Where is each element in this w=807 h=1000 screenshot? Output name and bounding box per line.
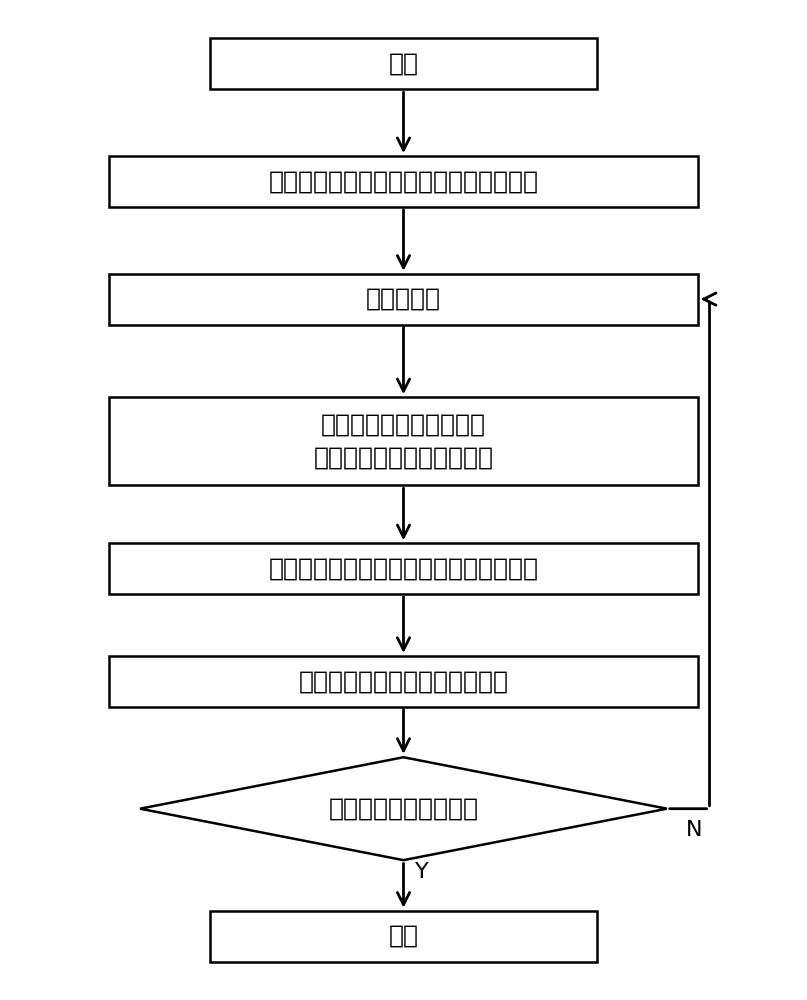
Text: Y: Y <box>415 862 429 882</box>
Text: 根据群智感知项目生成群智感知任务集合: 根据群智感知项目生成群智感知任务集合 <box>269 169 538 194</box>
Text: 群智感知任务集合为空: 群智感知任务集合为空 <box>328 797 479 821</box>
Text: 更新群智感知任务集合中的信息: 更新群智感知任务集合中的信息 <box>299 669 508 693</box>
Text: 接收参与者上传的群智感知任务执行结果: 接收参与者上传的群智感知任务执行结果 <box>269 557 538 581</box>
Bar <box>109 543 698 594</box>
Text: 获取参与者: 获取参与者 <box>366 287 441 311</box>
Bar <box>109 156 698 207</box>
Bar <box>109 274 698 325</box>
Bar <box>109 656 698 707</box>
Bar <box>109 397 698 485</box>
Bar <box>210 38 597 89</box>
Text: 结束: 结束 <box>388 924 419 948</box>
Polygon shape <box>140 757 667 860</box>
Text: N: N <box>686 820 703 840</box>
Text: 将群智感知任务集合中的
群智感知任务分配给参与者: 将群智感知任务集合中的 群智感知任务分配给参与者 <box>313 412 494 470</box>
Bar <box>210 911 597 962</box>
Text: 开始: 开始 <box>388 52 419 76</box>
